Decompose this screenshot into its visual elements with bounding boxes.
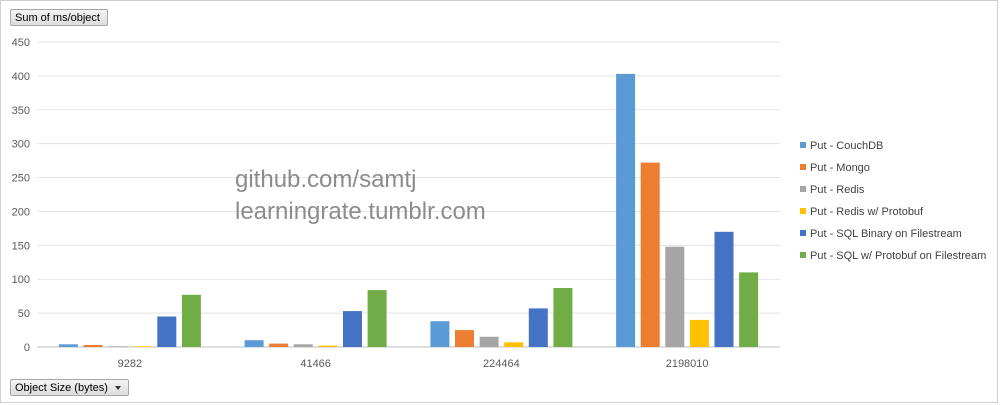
legend-item: Put - Redis (800, 182, 986, 204)
x-category-label: 2198010 (666, 358, 709, 370)
x-category-label: 9282 (118, 358, 142, 370)
legend-item: Put - SQL w/ Protobuf on Filestream (800, 248, 986, 270)
legend-label: Put - Redis w/ Protobuf (810, 206, 923, 218)
legend-item: Put - SQL Binary on Filestream (800, 226, 986, 248)
watermark-line-1: github.com/samtj (235, 164, 486, 196)
x-category-label: 224464 (483, 358, 520, 370)
legend-swatch (800, 186, 806, 192)
x-axis-categories: 9282 41466 224464 2198010 (118, 358, 709, 370)
legend-label: Put - Redis (810, 184, 864, 196)
bar (368, 290, 387, 347)
y-tick-label: 400 (12, 71, 30, 83)
legend-item: Put - Mongo (800, 160, 986, 182)
bar (245, 340, 264, 347)
y-tick-label: 300 (12, 139, 30, 151)
bar (59, 344, 78, 347)
y-tick-label: 100 (12, 274, 30, 286)
y-axis-ticks: 0 50 100 150 200 250 300 350 400 450 (12, 37, 30, 354)
bar (343, 311, 362, 347)
bar (553, 288, 572, 347)
legend-swatch (800, 252, 806, 258)
legend-swatch (800, 142, 806, 148)
bar (715, 232, 734, 347)
legend-label: Put - SQL Binary on Filestream (810, 228, 962, 240)
y-tick-label: 450 (12, 37, 30, 49)
bar (529, 308, 548, 347)
bar (133, 346, 152, 347)
legend: Put - CouchDB Put - Mongo Put - Redis Put -… (800, 138, 986, 270)
bar (182, 295, 201, 347)
bar (157, 317, 176, 348)
x-category-label: 41466 (300, 358, 331, 370)
legend-item: Put - Redis w/ Protobuf (800, 204, 986, 226)
watermark: github.com/samtj learningrate.tumblr.com (235, 164, 486, 228)
y-tick-label: 50 (18, 308, 30, 320)
bar (504, 342, 523, 347)
dropdown-arrow-icon (115, 386, 121, 390)
bar (84, 345, 103, 347)
bar (294, 344, 313, 347)
bar (690, 320, 709, 347)
legend-label: Put - CouchDB (810, 140, 883, 152)
bar (455, 330, 474, 347)
bar (616, 74, 635, 347)
axis-field-button[interactable]: Object Size (bytes) (10, 379, 129, 396)
legend-item: Put - CouchDB (800, 138, 986, 160)
axis-field-label: Object Size (bytes) (15, 382, 108, 394)
bar (480, 337, 499, 347)
legend-label: Put - SQL w/ Protobuf on Filestream (810, 250, 986, 262)
watermark-line-2: learningrate.tumblr.com (235, 196, 486, 228)
bar (665, 247, 684, 347)
legend-swatch (800, 230, 806, 236)
y-tick-label: 200 (12, 206, 30, 218)
y-tick-label: 150 (12, 240, 30, 252)
bar (641, 163, 660, 347)
y-tick-label: 350 (12, 105, 30, 117)
bar (739, 272, 758, 347)
bar (430, 321, 449, 347)
y-tick-label: 0 (24, 342, 30, 354)
legend-label: Put - Mongo (810, 162, 870, 174)
legend-swatch (800, 208, 806, 214)
legend-swatch (800, 164, 806, 170)
bar (318, 346, 337, 347)
bar (108, 346, 127, 347)
y-tick-label: 250 (12, 173, 30, 185)
bar (269, 344, 288, 347)
